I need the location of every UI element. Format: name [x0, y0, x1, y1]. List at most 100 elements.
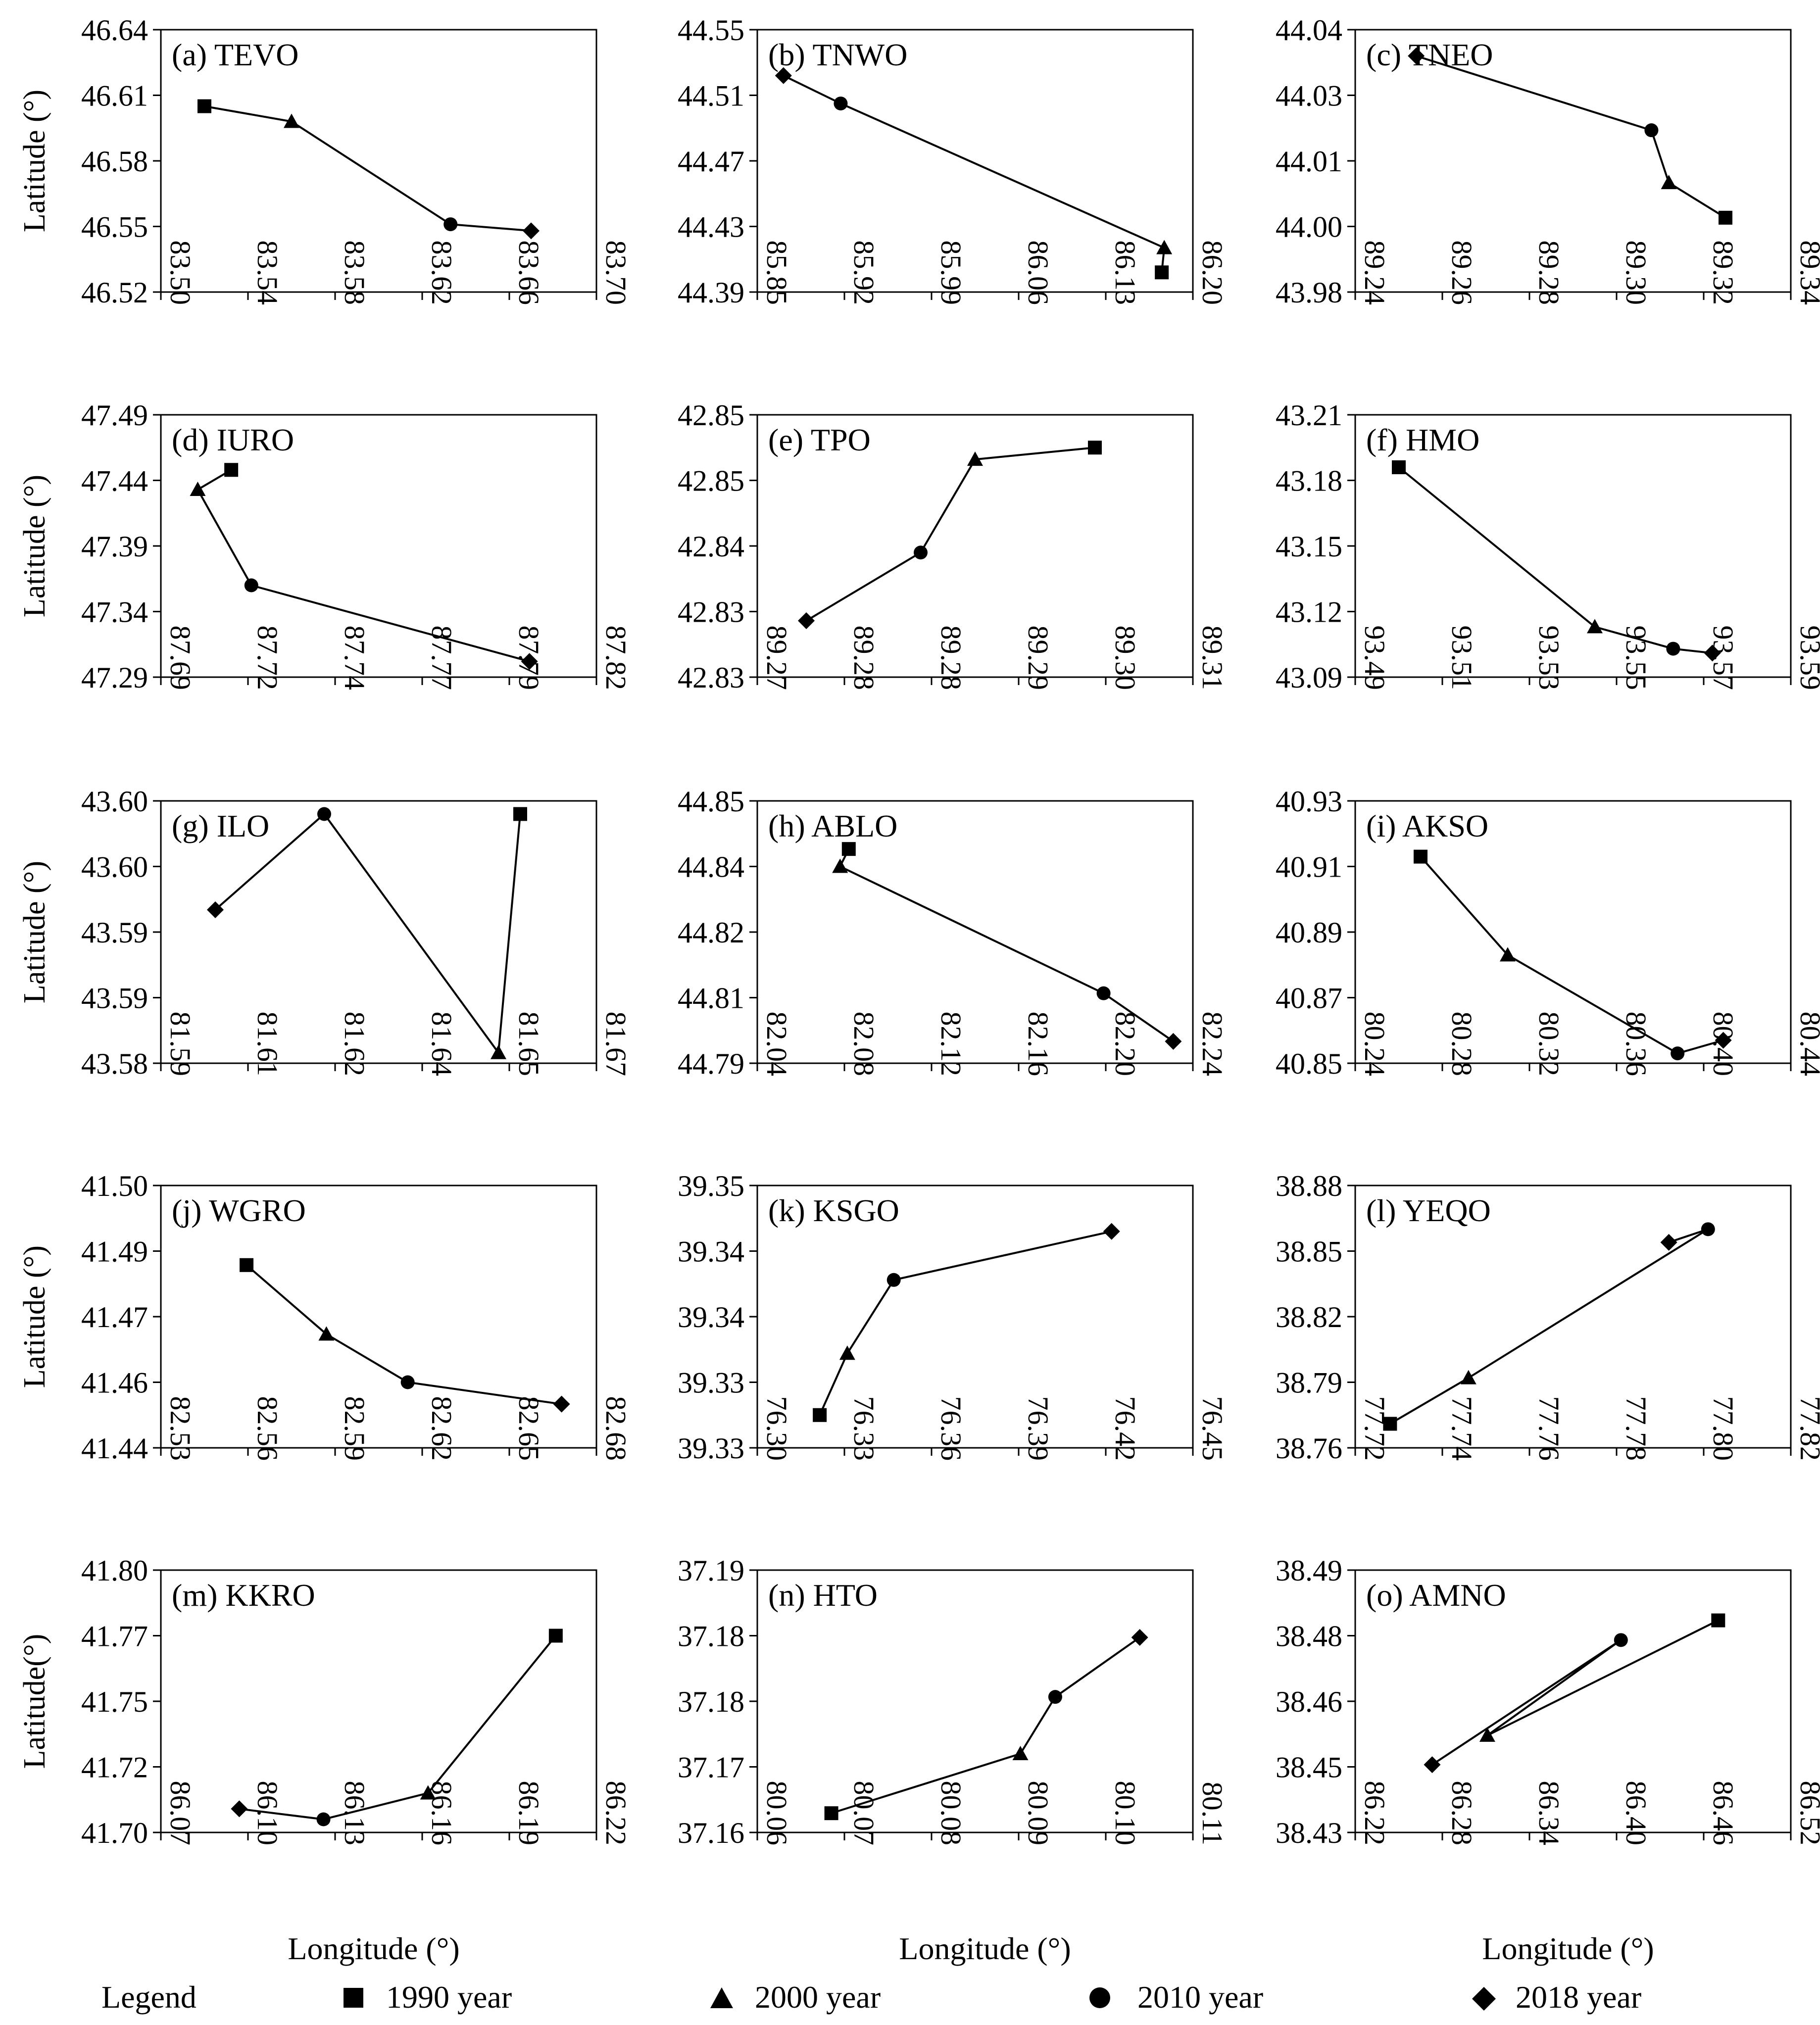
x-tick-label: 89.26: [1446, 241, 1478, 305]
y-tick-label: 43.12: [1276, 596, 1342, 629]
series-line: [246, 1264, 562, 1405]
x-tick-label: 86.06: [1022, 241, 1054, 305]
x-tick-label: 86.28: [1446, 1781, 1478, 1846]
panel-d: 47.29 47.34 47.39 47.44 47.49 87.69 87.72 87.74…: [18, 399, 632, 694]
x-tick-label: 86.52: [1794, 1781, 1820, 1846]
x-tick-label: 82.68: [600, 1396, 632, 1461]
x-tick-label: 83.66: [513, 241, 545, 305]
y-tick-label: 39.34: [678, 1235, 744, 1268]
y-tick-label: 44.82: [678, 916, 744, 949]
legend-marker-square: [344, 1988, 363, 2008]
series-line: [1398, 466, 1713, 654]
panel-a: 46.52 46.55 46.58 46.61 46.64 83.50 83.54 83.58…: [18, 14, 632, 309]
legend-label-1990: 1990 year: [386, 1979, 512, 2015]
y-tick-label: 41.75: [81, 1685, 148, 1718]
y-tick-label: 44.47: [678, 145, 744, 178]
panel-i: 40.85 40.87 40.89 40.91 40.93 80.24 80.28 80.32…: [1276, 785, 1820, 1080]
y-tick-label: 47.39: [81, 530, 148, 563]
panel-title: (k) KSGO: [768, 1193, 899, 1228]
y-tick-label: 38.49: [1276, 1554, 1342, 1587]
x-tick-label: 81.67: [600, 1012, 632, 1077]
x-tick-label: 93.59: [1794, 626, 1820, 691]
x-tick-label: 82.12: [935, 1012, 967, 1077]
x-tick-label: 89.24: [1359, 241, 1391, 305]
x-tick-label: 86.19: [513, 1781, 545, 1846]
x-tick-label: 76.33: [848, 1396, 880, 1461]
panel-title: (o) AMNO: [1366, 1578, 1506, 1613]
panel-c: 43.98 44.00 44.01 44.03 44.04 89.24 89.26 89.28…: [1276, 14, 1820, 309]
x-tick-label: 86.13: [339, 1781, 371, 1846]
x-tick-label: 86.22: [1359, 1781, 1391, 1846]
marker-2018-diamond: [798, 612, 815, 630]
marker-2018-diamond: [1131, 1629, 1148, 1646]
x-tick-label: 87.77: [426, 626, 458, 691]
y-tick-label: 38.46: [1276, 1685, 1342, 1718]
x-tick-label: 86.13: [1109, 241, 1141, 305]
y-tick-label: 43.15: [1276, 530, 1342, 563]
y-tick-label: 39.34: [678, 1301, 744, 1334]
panel-title: (n) HTO: [768, 1578, 878, 1613]
x-tick-label: 89.34: [1794, 241, 1820, 305]
marker-2000-triangle: [1012, 1746, 1029, 1760]
y-tick-label: 38.76: [1276, 1432, 1342, 1465]
x-tick-label: 82.16: [1022, 1012, 1054, 1077]
y-tick-label: 41.80: [81, 1554, 148, 1587]
x-tick-label: 82.65: [513, 1396, 545, 1461]
y-axis-label: Latitude (°): [18, 90, 51, 232]
series-line: [838, 848, 1174, 1042]
series-line: [819, 1230, 1112, 1416]
y-tick-label: 40.87: [1276, 982, 1342, 1015]
y-tick-label: 46.61: [81, 80, 148, 112]
x-tick-label: 83.70: [600, 241, 632, 305]
y-tick-label: 42.83: [678, 661, 744, 694]
marker-2000-triangle: [420, 1785, 436, 1800]
x-tick-label: 93.51: [1446, 626, 1478, 691]
y-tick-label: 41.70: [81, 1817, 148, 1849]
y-tick-label: 47.49: [81, 399, 148, 432]
x-tick-label: 80.36: [1620, 1012, 1652, 1077]
marker-2000-triangle: [318, 1326, 335, 1341]
marker-2018-diamond: [521, 653, 538, 670]
marker-2000-triangle: [1500, 947, 1516, 962]
marker-1990-square: [1155, 265, 1169, 280]
panel-k: 39.33 39.33 39.34 39.34 39.35 76.30 76.33 76.36…: [678, 1170, 1229, 1465]
marker-2018-diamond: [1715, 1032, 1732, 1049]
y-tick-label: 43.59: [81, 982, 148, 1015]
marker-2010-circle: [244, 578, 258, 593]
marker-1990-square: [813, 1408, 827, 1422]
x-tick-label: 83.62: [426, 241, 458, 305]
series-line: [196, 469, 530, 663]
y-axis-label: Latitude(°): [18, 1634, 51, 1769]
y-tick-label: 43.98: [1276, 276, 1342, 309]
x-tick-label: 77.78: [1620, 1396, 1652, 1461]
y-tick-label: 43.09: [1276, 661, 1342, 694]
y-tick-label: 37.16: [678, 1817, 744, 1849]
panel-title: (i) AKSO: [1366, 808, 1488, 843]
y-tick-label: 38.45: [1276, 1751, 1342, 1784]
y-tick-label: 38.79: [1276, 1367, 1342, 1399]
panel-h: 44.79 44.81 44.82 44.84 44.85 82.04 82.08 82.12…: [678, 785, 1229, 1080]
marker-2000-triangle: [1156, 240, 1173, 254]
x-tick-label: 80.10: [1109, 1781, 1141, 1846]
x-tick-label: 89.28: [848, 626, 880, 691]
y-tick-label: 37.17: [678, 1751, 744, 1784]
x-axis-label: Longitude (°): [1482, 1931, 1654, 1966]
y-tick-label: 38.88: [1276, 1170, 1342, 1202]
x-tick-label: 87.82: [600, 626, 632, 691]
marker-2000-triangle: [491, 1044, 506, 1059]
x-tick-label: 82.20: [1109, 1012, 1141, 1077]
marker-2010-circle: [1096, 986, 1111, 1000]
figure: 46.52 46.55 46.58 46.61 46.64 83.50 83.54 83.58…: [18, 14, 1820, 1966]
series-line: [805, 446, 1095, 622]
x-tick-label: 80.09: [1022, 1781, 1054, 1846]
y-tick-label: 40.85: [1276, 1047, 1342, 1080]
x-tick-label: 81.59: [164, 1012, 197, 1077]
x-tick-label: 86.22: [600, 1781, 632, 1846]
panel-j: 41.44 41.46 41.47 41.49 41.50 82.53 82.56 82.59…: [18, 1170, 632, 1465]
x-axis-label: Longitude (°): [288, 1931, 459, 1966]
y-tick-label: 43.59: [81, 916, 148, 949]
x-tick-label: 82.08: [848, 1012, 880, 1077]
marker-2010-circle: [1671, 1046, 1685, 1061]
y-tick-label: 44.01: [1276, 145, 1342, 178]
